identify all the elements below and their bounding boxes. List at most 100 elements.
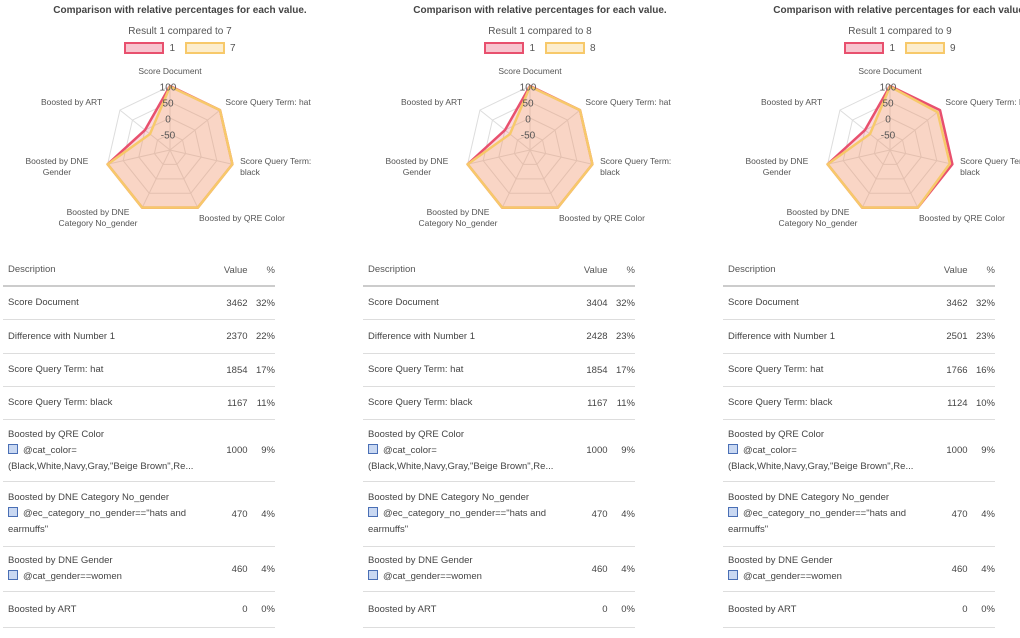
table-row: Score Query Term: hat 1854 17% bbox=[363, 354, 635, 387]
legend-item: 9 bbox=[905, 42, 956, 54]
r-tick-label: -50 bbox=[521, 131, 536, 142]
value-cell: 0 bbox=[602, 604, 608, 615]
value-cell: 2501 bbox=[946, 331, 968, 342]
grid-spoke bbox=[169, 149, 199, 208]
percent-cell: 17% bbox=[615, 364, 635, 376]
radar-chart: 100 50 0 -50 bbox=[466, 83, 594, 209]
table-row: Boosted by DNE Category No_gender @ec_cat… bbox=[363, 482, 635, 547]
percent-cell: 23% bbox=[615, 331, 635, 342]
description: Boosted by QRE Color bbox=[728, 428, 825, 440]
axis-label: Boosted by DNE Gender bbox=[745, 155, 809, 177]
column-header: Value bbox=[583, 264, 608, 276]
table-row: Score Query Term: black 1167 11% bbox=[363, 387, 635, 420]
column-header: Description bbox=[728, 264, 776, 275]
chart-subtitle: Result 1 compared to 7 bbox=[128, 26, 232, 37]
column-header: Description bbox=[368, 264, 416, 275]
value-cell: 1000 bbox=[586, 445, 608, 456]
description: Difference with Number 1 bbox=[728, 330, 836, 342]
grid-ring bbox=[498, 117, 562, 180]
table-row: Boosted by DNE Gender @cat_gender==women 4… bbox=[723, 547, 995, 592]
percent-cell: 11% bbox=[616, 397, 635, 409]
axis-label: Boosted by ART bbox=[40, 97, 103, 108]
description: Boosted by ART bbox=[368, 603, 437, 615]
legend-label: 1 bbox=[169, 42, 175, 54]
value-cell: 1766 bbox=[946, 364, 968, 376]
detail: @cat_gender==women bbox=[23, 571, 122, 582]
axis-label: Score Query Term: hat bbox=[945, 97, 1020, 108]
detail: @cat_gender==women bbox=[383, 571, 482, 582]
table-row: Score Query Term: hat 1854 17% bbox=[3, 354, 275, 387]
description-cell: Score Query Term: hat bbox=[3, 362, 204, 378]
axis-label: Score Query Term: black bbox=[600, 155, 672, 177]
value-cell: 0 bbox=[962, 604, 968, 615]
description-cell: Boosted by ART bbox=[3, 602, 204, 618]
detail: @ec_category_no_gender=="hats and earmuf… bbox=[8, 508, 187, 535]
description-cell: Score Query Term: black bbox=[3, 395, 204, 411]
axis-label: Boosted by DNE Gender bbox=[385, 155, 449, 177]
grid-spoke bbox=[501, 149, 531, 208]
percent-cell: 4% bbox=[621, 508, 635, 520]
data-table: Description Value% Score Document 3462 32% Di… bbox=[723, 255, 995, 628]
table-row: Score Document 3462 32% bbox=[723, 287, 995, 320]
legend-item: 8 bbox=[545, 42, 596, 54]
axis-label: Boosted by DNE Category No_gender bbox=[418, 207, 498, 229]
description-cell: Score Document bbox=[723, 295, 924, 311]
axis-label: Score Query Term: black bbox=[240, 155, 312, 177]
rule-icon bbox=[8, 443, 18, 454]
axis-label: Score Document bbox=[858, 65, 922, 76]
description: Score Query Term: hat bbox=[8, 364, 104, 375]
panel: Comparison with relative percentages for… bbox=[360, 0, 720, 638]
grid-spoke bbox=[529, 149, 593, 165]
value-cell: 470 bbox=[951, 508, 968, 520]
rule-icon bbox=[368, 443, 378, 454]
table-row: Boosted by DNE Gender @cat_gender==women 4… bbox=[363, 547, 635, 592]
legend-swatch bbox=[905, 42, 945, 54]
legend-label: 8 bbox=[590, 42, 596, 54]
value-cell: 1167 bbox=[227, 397, 248, 409]
legend-item: 1 bbox=[124, 42, 175, 54]
r-tick-label: 50 bbox=[882, 99, 894, 110]
description: Boosted by DNE Gender bbox=[8, 555, 113, 566]
description-cell: Boosted by DNE Category No_gender @ec_cat… bbox=[3, 490, 204, 538]
description: Boosted by DNE Category No_gender bbox=[728, 492, 890, 503]
description-cell: Score Query Term: hat bbox=[723, 362, 924, 378]
detail-line: @cat_gender==women bbox=[368, 569, 564, 585]
radar-chart: 100 50 0 -50 bbox=[106, 83, 234, 209]
legend-label: 1 bbox=[889, 42, 895, 54]
r-tick-label: 0 bbox=[165, 115, 171, 126]
r-tick-label: 0 bbox=[885, 115, 891, 126]
percent-cell: 32% bbox=[975, 297, 995, 309]
table-row: Score Document 3404 32% bbox=[363, 287, 635, 320]
rule-icon bbox=[8, 570, 18, 580]
detail-line: @ec_category_no_gender=="hats and earmuf… bbox=[8, 506, 204, 538]
percent-cell: 0% bbox=[261, 604, 275, 615]
r-tick-label: 50 bbox=[522, 99, 534, 110]
panel: Comparison with relative percentages for… bbox=[720, 0, 1020, 638]
value-cell: 460 bbox=[231, 563, 248, 575]
description-cell: Difference with Number 1 bbox=[723, 329, 924, 345]
grid-spoke bbox=[827, 149, 891, 165]
percent-cell: 11% bbox=[256, 397, 275, 409]
table-row: Boosted by QRE Color @cat_color=(Black,Wh… bbox=[723, 420, 995, 482]
value-cell: 1000 bbox=[226, 445, 248, 456]
legend-item: 1 bbox=[844, 42, 895, 54]
grid-spoke bbox=[467, 149, 531, 165]
detail-line: @cat_gender==women bbox=[728, 569, 924, 585]
description: Boosted by QRE Color bbox=[368, 428, 465, 440]
percent-cell: 17% bbox=[255, 364, 275, 376]
grid-spoke bbox=[529, 109, 581, 151]
value-cell: 1854 bbox=[586, 364, 608, 376]
description-cell: Boosted by DNE Gender @cat_gender==women bbox=[363, 553, 564, 585]
percent-cell: 23% bbox=[975, 331, 995, 342]
table-header: Description Value% bbox=[363, 255, 635, 287]
axis-label: Boosted by ART bbox=[760, 97, 823, 108]
axis-label: Score Document bbox=[138, 65, 202, 76]
percent-cell: 16% bbox=[975, 364, 995, 376]
table-row: Score Query Term: black 1167 11% bbox=[3, 387, 275, 420]
legend-label: 9 bbox=[950, 42, 956, 54]
table-row: Boosted by ART 0 0% bbox=[363, 592, 635, 628]
axis-label: Boosted by QRE Color bbox=[918, 212, 1005, 223]
